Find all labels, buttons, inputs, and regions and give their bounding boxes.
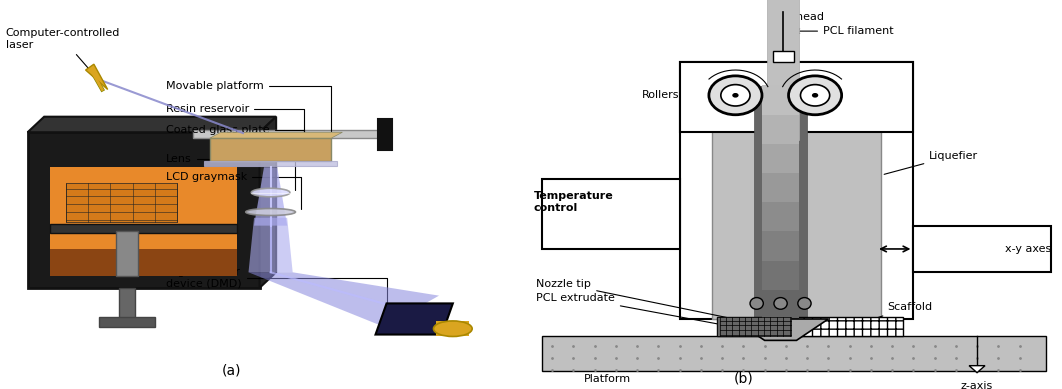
Ellipse shape xyxy=(709,76,761,115)
Text: Temperature
control: Temperature control xyxy=(533,191,614,213)
Bar xyxy=(913,226,1051,272)
Ellipse shape xyxy=(732,93,739,98)
Text: Scaffold: Scaffold xyxy=(852,302,931,326)
Polygon shape xyxy=(210,132,342,138)
Ellipse shape xyxy=(721,85,750,106)
Bar xyxy=(763,143,799,173)
Ellipse shape xyxy=(788,76,841,115)
Text: PCL filament: PCL filament xyxy=(795,26,894,36)
Text: Movable platform: Movable platform xyxy=(166,81,331,131)
Text: FDM head: FDM head xyxy=(769,12,824,22)
Bar xyxy=(193,130,387,138)
Bar xyxy=(204,161,337,166)
Text: PCL extrudate: PCL extrudate xyxy=(536,293,740,328)
Bar xyxy=(767,0,800,140)
Bar xyxy=(50,224,238,233)
Bar xyxy=(436,321,469,336)
Bar xyxy=(28,132,259,288)
Ellipse shape xyxy=(801,85,829,106)
Polygon shape xyxy=(28,117,276,132)
Bar xyxy=(680,62,913,319)
Bar xyxy=(763,172,799,202)
Text: Coated glass plate: Coated glass plate xyxy=(166,125,304,161)
Polygon shape xyxy=(773,51,793,62)
Bar xyxy=(763,289,799,319)
Ellipse shape xyxy=(774,298,787,309)
Bar xyxy=(763,85,799,115)
Bar xyxy=(712,86,881,319)
Ellipse shape xyxy=(750,298,764,309)
Text: Digital mirror
device (DMD): Digital mirror device (DMD) xyxy=(166,267,387,316)
Bar xyxy=(50,167,238,276)
Text: Lens: Lens xyxy=(166,154,295,190)
Bar xyxy=(754,86,807,319)
Bar xyxy=(378,119,392,150)
Polygon shape xyxy=(733,319,828,340)
Bar xyxy=(717,317,903,336)
Bar xyxy=(119,288,135,319)
Bar xyxy=(542,336,1046,371)
Bar xyxy=(116,231,138,276)
Text: (b): (b) xyxy=(734,371,753,385)
Ellipse shape xyxy=(245,209,295,216)
Bar xyxy=(100,317,155,327)
Bar xyxy=(542,179,680,249)
Text: Nozzle tip: Nozzle tip xyxy=(536,279,740,321)
Text: LCD graymask: LCD graymask xyxy=(166,172,301,209)
Polygon shape xyxy=(254,167,287,226)
Polygon shape xyxy=(259,117,276,288)
Bar xyxy=(763,231,799,261)
Text: Liquefier: Liquefier xyxy=(885,151,978,174)
Bar xyxy=(680,62,913,132)
Text: Computer-controlled
laser: Computer-controlled laser xyxy=(5,28,120,76)
Polygon shape xyxy=(249,272,439,327)
Ellipse shape xyxy=(798,298,811,309)
Text: Platform: Platform xyxy=(584,374,631,384)
Polygon shape xyxy=(969,366,986,373)
Text: z-axis: z-axis xyxy=(961,381,993,389)
Bar xyxy=(763,202,799,231)
Bar xyxy=(717,317,791,336)
Ellipse shape xyxy=(811,93,819,98)
Bar xyxy=(763,114,799,144)
Polygon shape xyxy=(249,218,293,272)
Ellipse shape xyxy=(433,321,473,336)
Ellipse shape xyxy=(252,188,290,197)
Text: (a): (a) xyxy=(222,363,242,377)
Bar xyxy=(210,138,331,161)
Text: x-y axes: x-y axes xyxy=(1005,244,1051,254)
Bar xyxy=(763,260,799,290)
Polygon shape xyxy=(86,64,107,89)
Text: Rollers: Rollers xyxy=(643,90,680,100)
Text: Resin reservoir: Resin reservoir xyxy=(166,104,304,147)
Bar xyxy=(66,183,176,222)
Polygon shape xyxy=(376,303,452,335)
Bar xyxy=(50,249,238,276)
